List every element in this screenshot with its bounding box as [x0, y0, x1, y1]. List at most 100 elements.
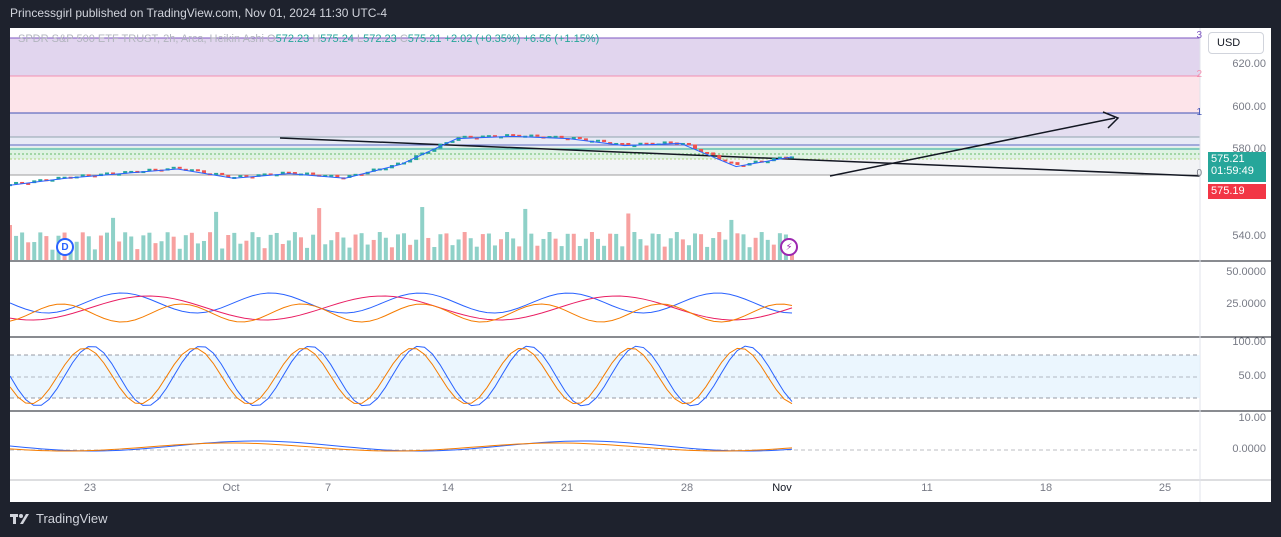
volume-bar: [693, 233, 698, 260]
volume-bar: [214, 211, 219, 260]
candle: [305, 172, 310, 175]
candle: [20, 181, 25, 184]
candle: [614, 142, 619, 145]
volume-bar: [280, 243, 285, 260]
candle: [50, 179, 55, 182]
candle: [195, 169, 200, 172]
last-price: 575.21: [1211, 153, 1245, 165]
candle: [662, 141, 667, 144]
volume-bar: [195, 243, 200, 260]
volume-bar: [644, 245, 649, 260]
dividend-badge[interactable]: D: [56, 238, 74, 256]
candle: [311, 172, 316, 175]
volume-bar: [486, 233, 491, 260]
volume-bar: [535, 245, 540, 260]
indicator-lines: [10, 292, 793, 452]
volume-bar: [583, 238, 588, 260]
time-label-7: 7: [324, 482, 332, 494]
volume-bar: [250, 232, 255, 260]
volume-bar: [365, 244, 370, 260]
trend-line-down[interactable]: [279, 137, 1201, 177]
volume-bar: [717, 232, 722, 260]
symbol-legend[interactable]: SPDR S&P 500 ETF TRUST, 2h, Arca, Heikin…: [18, 33, 599, 45]
candle: [717, 154, 722, 160]
volume-bar: [468, 238, 473, 260]
volume-bar: [650, 233, 655, 260]
volume-bar: [444, 233, 449, 260]
time-label-14: 14: [441, 482, 455, 494]
volume-bar: [699, 234, 704, 260]
volume-bar: [244, 240, 249, 260]
volume-bar: [129, 236, 134, 260]
candle: [359, 173, 364, 176]
candle: [395, 162, 400, 166]
volume-bar: [450, 245, 455, 260]
volume-bar: [565, 233, 570, 260]
candle: [559, 135, 564, 139]
legend-o-label: O: [267, 33, 276, 45]
time-label-18: 18: [1039, 482, 1053, 494]
volume-bar: [571, 233, 576, 260]
fib-band-green: [10, 147, 1200, 159]
candle: [274, 174, 279, 177]
currency-button[interactable]: USD: [1208, 32, 1264, 54]
candle: [117, 173, 122, 176]
footer: TradingView: [10, 511, 108, 526]
chart-canvas[interactable]: [10, 28, 1271, 502]
candle: [765, 161, 770, 164]
candle: [741, 164, 746, 167]
volume-bar: [26, 242, 31, 260]
volume-bar: [747, 247, 752, 260]
volume-bar: [759, 232, 764, 260]
volume-bar: [165, 232, 170, 260]
volume-bar: [511, 238, 516, 260]
time-label-28: 28: [680, 482, 694, 494]
volume-bar: [74, 241, 79, 260]
volume-bar: [608, 233, 613, 260]
candle: [583, 138, 588, 142]
volume-bar: [705, 246, 710, 260]
candle: [62, 176, 67, 179]
moving-average-line: [10, 135, 793, 186]
chart-area[interactable]: SPDR S&P 500 ETF TRUST, 2h, Arca, Heikin…: [10, 28, 1271, 502]
volume-bar: [177, 248, 182, 260]
candle: [129, 170, 134, 173]
candle: [596, 139, 601, 142]
time-label-23: 23: [83, 482, 97, 494]
candle: [329, 174, 334, 177]
volume-bar: [311, 234, 316, 260]
volume-bar: [577, 246, 582, 260]
trend-arrow-up[interactable]: [829, 117, 1116, 177]
candle: [371, 168, 376, 172]
dmi-label-25: 25.0000: [1226, 298, 1266, 310]
volume-bar: [220, 248, 225, 260]
tradingview-logo-icon: [10, 513, 29, 524]
candle: [711, 152, 716, 155]
candle: [650, 142, 655, 145]
time-label-11: 11: [921, 482, 933, 494]
volume-bar: [602, 245, 607, 260]
candle: [335, 174, 340, 178]
candle: [86, 174, 91, 177]
candle: [111, 172, 116, 175]
footer-brand: TradingView: [36, 511, 108, 526]
candle: [668, 141, 673, 144]
legend-close: 575.21: [407, 33, 442, 45]
volume-bar: [626, 213, 631, 260]
candle: [602, 139, 607, 143]
legend-low: 572.23: [363, 33, 397, 45]
candle: [220, 172, 225, 175]
candle: [480, 135, 485, 138]
volume-bar: [377, 232, 382, 260]
volume-bar: [111, 217, 116, 260]
candle: [535, 134, 540, 137]
lightning-icon[interactable]: ⚡: [780, 238, 798, 256]
volume-bar: [553, 238, 558, 260]
candle: [577, 136, 582, 139]
candle: [499, 136, 504, 139]
stoch-label-50: 50.00: [1238, 370, 1266, 382]
price-label-600: 600.00: [1232, 101, 1266, 113]
volume-bar: [32, 242, 37, 260]
volume-bar: [256, 237, 261, 260]
volume-bar: [10, 225, 12, 260]
